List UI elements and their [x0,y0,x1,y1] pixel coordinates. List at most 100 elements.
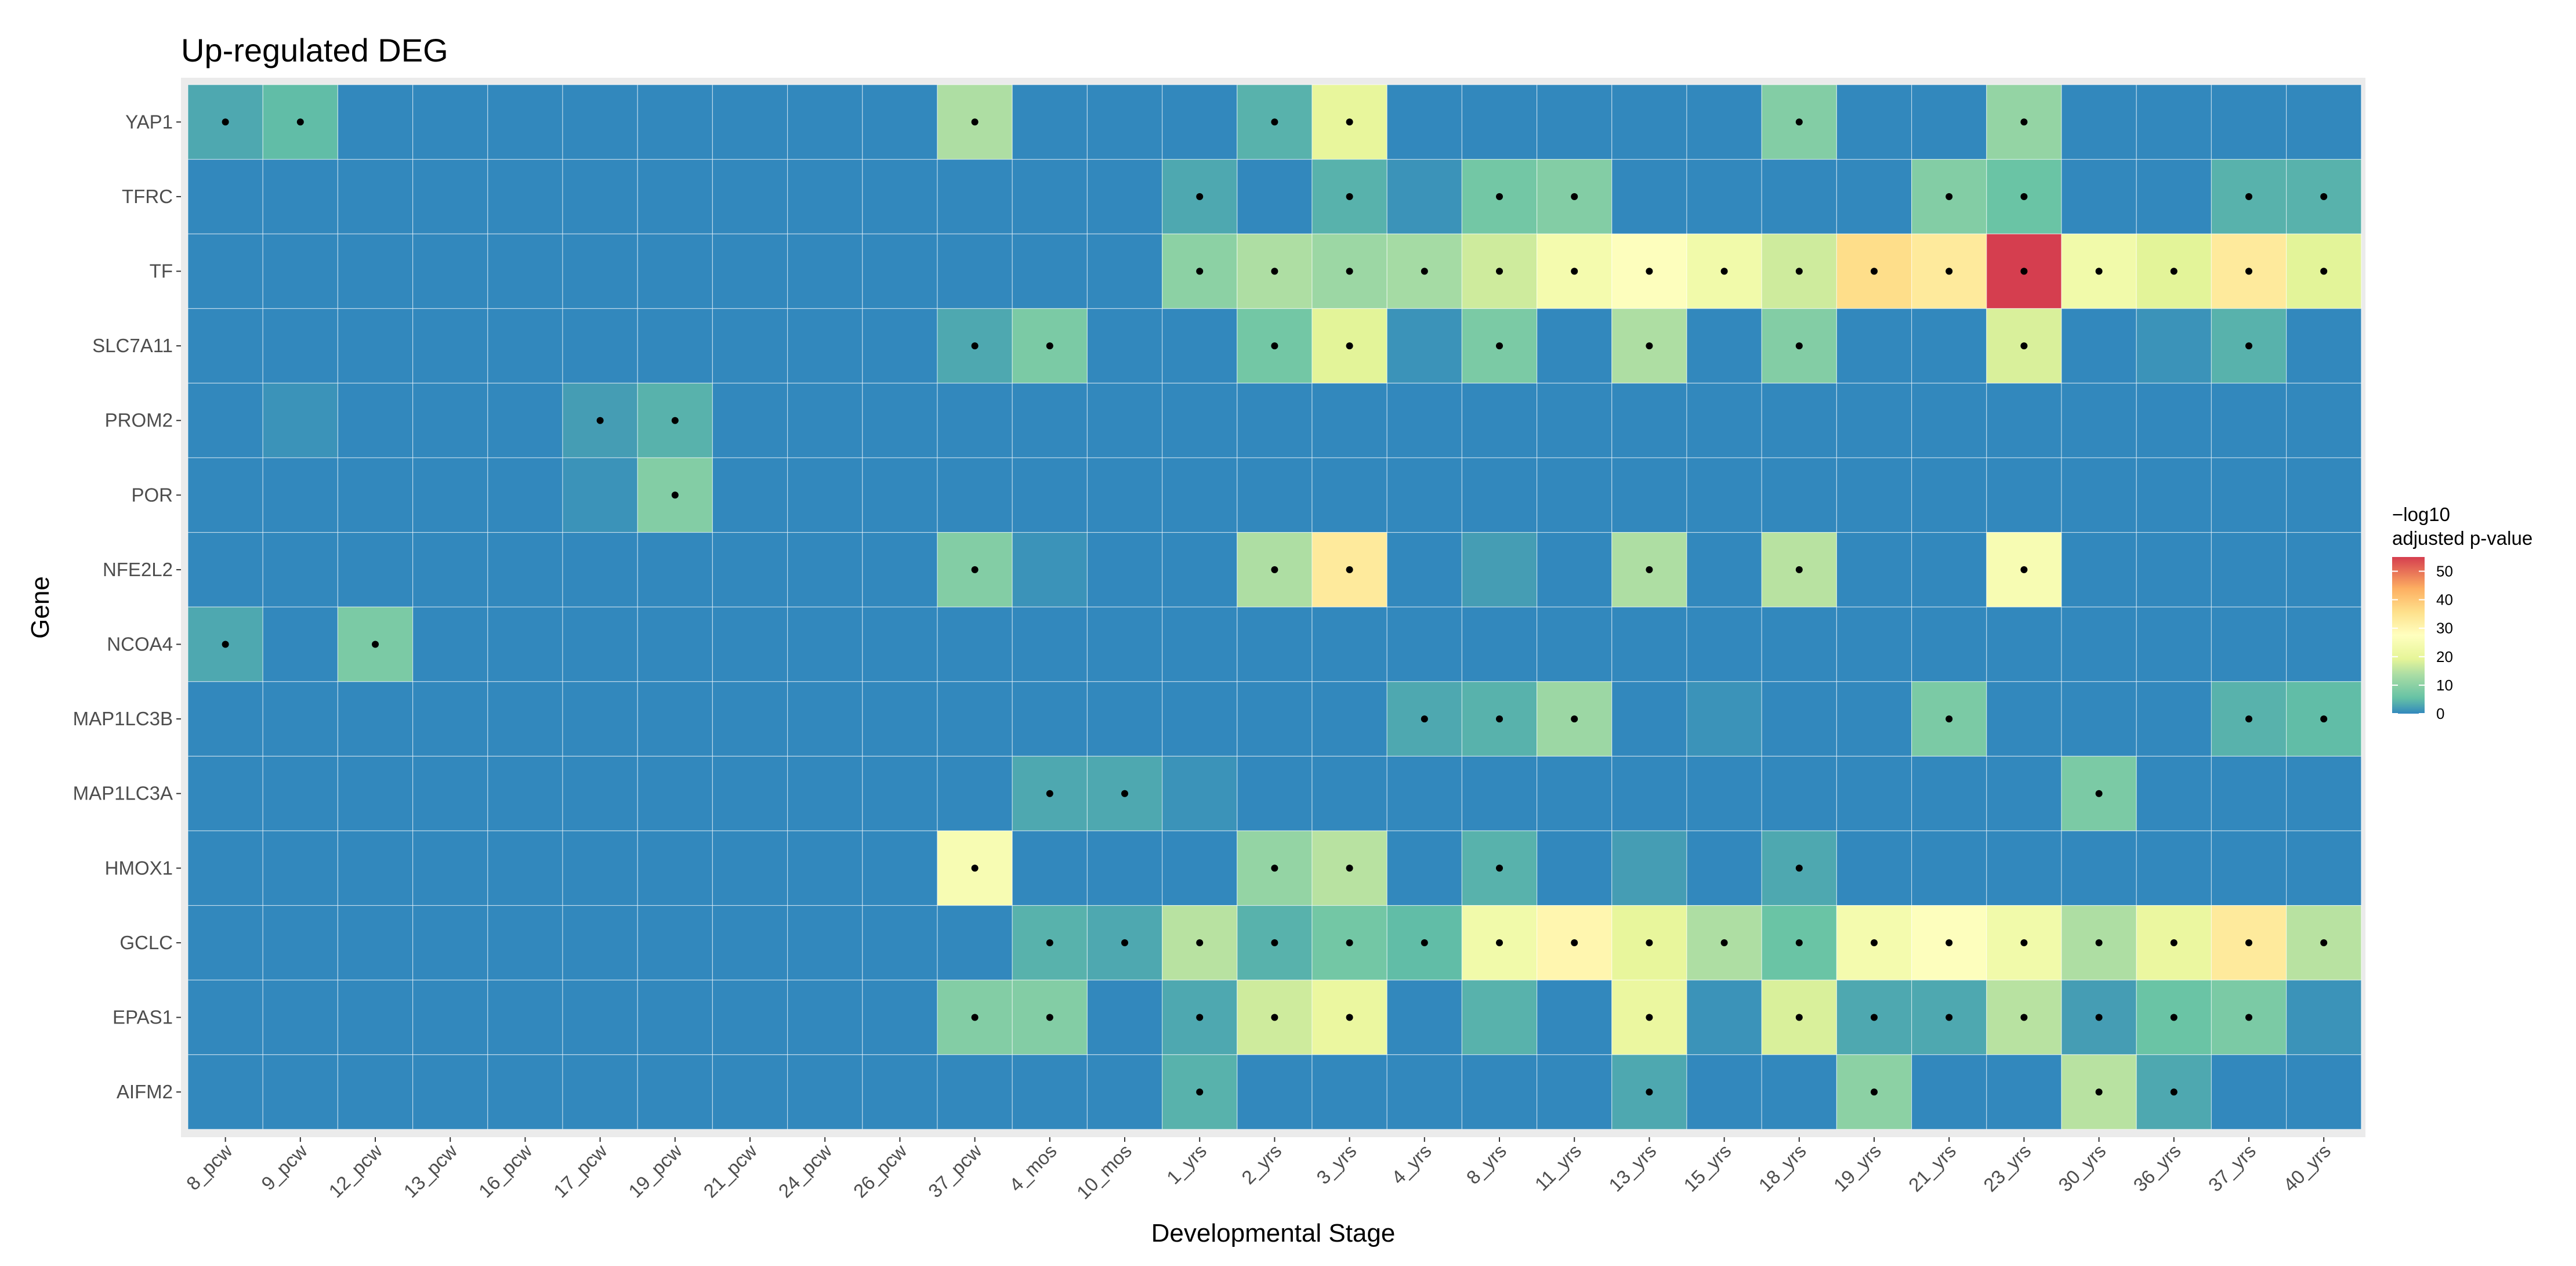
heatmap-cell [2211,457,2287,533]
heatmap-cell [1986,681,2062,757]
heatmap-cell [1237,681,1313,757]
significance-dot [2020,193,2028,200]
heatmap-cell [637,308,713,384]
heatmap-cell [1386,979,1462,1055]
heatmap-cell [862,979,938,1055]
heatmap-cell [1686,681,1762,757]
significance-dot [596,417,604,424]
heatmap-cell [712,382,788,458]
heatmap-cell [2061,84,2137,160]
heatmap-cell [1686,382,1762,458]
heatmap-cell [1611,606,1687,682]
heatmap-cell [637,84,713,160]
heatmap-cell [712,457,788,533]
heatmap-tiles [187,84,2362,1130]
x-tick-label: 4_mos [1005,1140,1061,1196]
heatmap-cell [2061,382,2137,458]
significance-dot [971,342,979,350]
significance-dot [1571,267,1578,275]
significance-dot [2320,939,2328,946]
heatmap-cell [1611,830,1687,906]
heatmap-cell [1311,1054,1387,1130]
heatmap-cell [1386,755,1462,831]
heatmap-cell [187,905,263,981]
significance-dot [1571,715,1578,723]
heatmap-cell [1611,457,1687,533]
heatmap-cell [712,1054,788,1130]
y-tick-label: PROM2 [105,410,173,431]
heatmap-cell [1911,84,1987,160]
heatmap-cell [1461,755,1538,831]
heatmap-cell [1386,159,1462,234]
heatmap-cell [787,830,863,906]
legend-tick-label: 0 [2436,705,2444,722]
heatmap-cell [787,1054,863,1130]
y-tick-label: YAP1 [125,111,173,132]
heatmap-cell [262,755,339,831]
heatmap-cell [787,905,863,981]
significance-dot [1196,939,1204,946]
significance-dot [2245,267,2252,275]
heatmap-cell [1012,233,1088,309]
significance-dot [1795,267,1803,275]
significance-dot [1271,1014,1278,1021]
heatmap-cell [1911,606,1987,682]
heatmap-cell [1086,606,1163,682]
heatmap-cell [787,457,863,533]
heatmap-cell [712,531,788,607]
heatmap-cell [1086,979,1163,1055]
significance-dot [2095,790,2103,797]
heatmap-cell [1537,308,1613,384]
heatmap-cell [1386,308,1462,384]
y-tick-label: NCOA4 [107,634,173,655]
significance-dot [1496,939,1503,946]
heatmap-cell [2136,159,2212,234]
heatmap-cell [937,1054,1013,1130]
heatmap-cell [337,979,414,1055]
heatmap-cell [1986,382,2062,458]
legend-tick-label: 40 [2436,591,2453,609]
heatmap-cell [937,755,1013,831]
heatmap-cell [862,755,938,831]
y-tick-label: SLC7A11 [92,335,173,356]
heatmap-cell [2136,606,2212,682]
heatmap-cell [562,531,638,607]
heatmap-cell [1386,681,1462,757]
heatmap-cell [637,1054,713,1130]
significance-dot [2170,1014,2178,1021]
x-tick-label: 4_yrs [1387,1140,1436,1188]
heatmap-cell [1012,755,1088,831]
heatmap-cell [2286,531,2362,607]
significance-dot [296,118,304,126]
heatmap-cell [2136,830,2212,906]
significance-dot [1571,939,1578,946]
heatmap-cell [337,1054,414,1130]
x-tick-label: 3_yrs [1312,1140,1360,1188]
significance-dot [2245,193,2252,200]
heatmap-cell [637,159,713,234]
heatmap-cell [1086,84,1163,160]
heatmap-cell [487,905,563,981]
heatmap-cell [1086,457,1163,533]
heatmap-cell [712,308,788,384]
heatmap-cell [1686,979,1762,1055]
heatmap-cell [2211,606,2287,682]
significance-dot [1795,939,1803,946]
heatmap-cell [487,606,563,682]
significance-dot [1121,790,1128,797]
heatmap-cell [1461,382,1538,458]
heatmap-cell [562,159,638,234]
heatmap-cell [562,830,638,906]
heatmap-cell [562,1054,638,1130]
x-tick-label: 36_yrs [2129,1140,2185,1196]
heatmap-cell [1386,84,1462,160]
heatmap-cell [187,159,263,234]
heatmap-cell [1836,681,1912,757]
significance-dot [1646,267,1653,275]
heatmap-cell [712,979,788,1055]
significance-dot [1496,267,1503,275]
heatmap-cell [1386,457,1462,533]
heatmap-cell [1086,159,1163,234]
heatmap-cell [1537,755,1613,831]
heatmap-cell [862,1054,938,1130]
